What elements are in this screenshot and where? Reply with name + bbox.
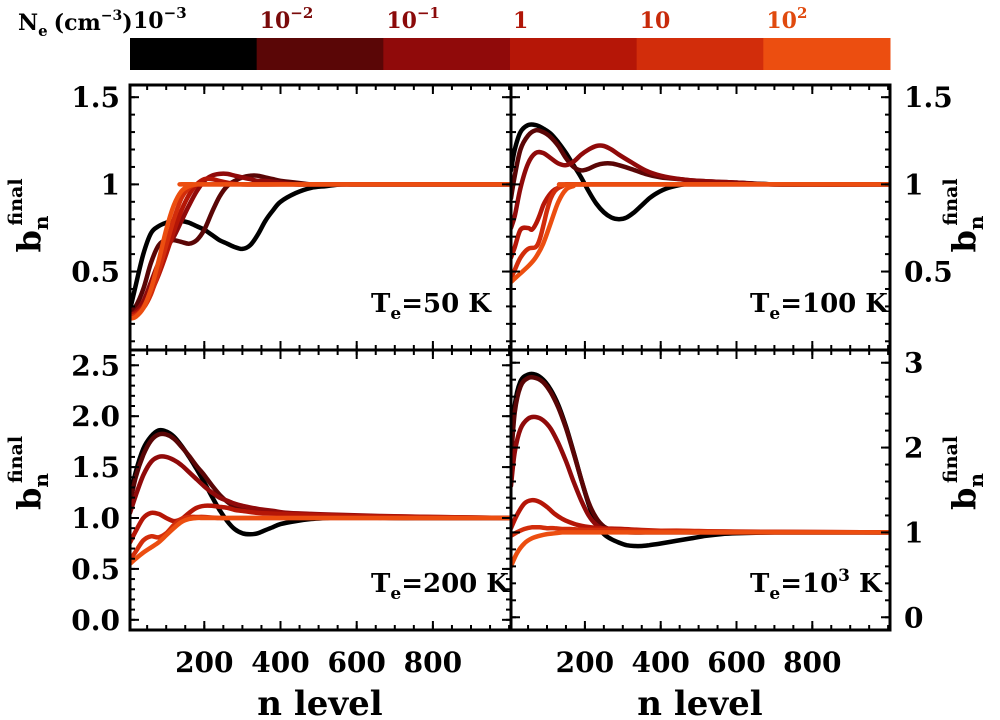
y-tick-label: 1 — [904, 516, 923, 549]
colorbar-label: 10−2 — [260, 4, 314, 34]
colorbar: Ne (cm−3) 10−3 10−2 10−1 1 10 102 — [18, 4, 891, 70]
panel-label: Te=100 K — [750, 289, 889, 324]
panel-bottom-right: 0 1 2 3 200 400 600 800 Te=103 K bnfinal — [509, 347, 988, 679]
plot-frame — [509, 348, 892, 632]
y-tick-label: 2 — [904, 432, 923, 465]
panel-bottom-left: 0.0 0.5 1.0 1.5 2.0 2.5 200 400 600 800 Te=200 K bn… — [5, 348, 513, 679]
series-line-ne-1e-2 — [511, 374, 890, 535]
y-tick-label: 2.5 — [71, 349, 120, 382]
y-axis-label: bnfinal — [5, 178, 53, 252]
x-axis-label-left: n level — [257, 684, 382, 720]
panel-top-left: 0.5 1 1.5 Te=50 K bnfinal — [5, 81, 513, 352]
series-line-ne-1 — [511, 182, 890, 260]
colorbar-swatch — [636, 38, 764, 70]
colorbar-label: 10−3 — [133, 4, 187, 34]
x-tick-label: 800 — [404, 646, 462, 679]
series-line-ne-10 — [511, 182, 890, 281]
colorbar-label: 10−1 — [386, 4, 440, 34]
y-ticks: 0.5 1 1.5 — [71, 81, 511, 343]
y-tick-label: 2.0 — [71, 400, 120, 433]
x-ticks — [527, 85, 890, 350]
series-line-ne-1e-2 — [130, 431, 511, 521]
x-ticks — [146, 85, 511, 350]
y-axis-label: bnfinal — [5, 436, 53, 510]
y-tick-label: 1 — [101, 168, 120, 201]
series-line-ne-1e-3 — [511, 371, 890, 549]
y-ticks: 0.5 1 1.5 — [511, 81, 953, 343]
panel-label: Te=50 K — [371, 289, 492, 324]
y-ticks: 0 1 2 3 — [511, 347, 923, 634]
series-line-ne-10 — [130, 514, 511, 562]
x-tick-label: 600 — [707, 646, 765, 679]
x-tick-label: 600 — [327, 646, 385, 679]
colorbar-swatch — [256, 38, 384, 70]
y-tick-label: 1.5 — [71, 451, 120, 484]
y-tick-label: 1 — [904, 168, 923, 201]
colorbar-label: 102 — [766, 4, 807, 34]
series-line-ne-1e2 — [511, 182, 890, 285]
x-tick-label: 200 — [556, 646, 614, 679]
series-line-ne-1e-1 — [511, 143, 890, 231]
y-tick-label: 1.5 — [71, 81, 120, 114]
x-axis-label-right: n level — [637, 684, 762, 720]
y-tick-label: 0 — [904, 601, 923, 634]
x-ticks: 200 400 600 800 — [527, 350, 890, 679]
colorbar-label: 10 — [640, 8, 671, 34]
series-line-ne-1e-1 — [130, 454, 511, 521]
y-axis-label: bnfinal — [940, 178, 988, 252]
y-tick-label: 3 — [904, 347, 923, 380]
y-axis-label: bnfinal — [940, 436, 988, 510]
panel-top-right: 0.5 1 1.5 Te=100 K bnfinal — [509, 81, 988, 352]
y-tick-label: 0.5 — [904, 256, 953, 289]
series-line-ne-1 — [130, 503, 511, 545]
series-line-ne-1e2 — [130, 515, 511, 567]
y-tick-label: 1.5 — [904, 81, 953, 114]
y-tick-label: 0.0 — [71, 604, 120, 637]
colorbar-swatch — [763, 38, 891, 70]
x-tick-label: 200 — [175, 646, 233, 679]
colorbar-label: 1 — [513, 8, 528, 34]
x-tick-label: 400 — [631, 646, 689, 679]
colorbar-swatch — [383, 38, 511, 70]
y-tick-label: 0.5 — [71, 553, 120, 586]
series-line-ne-1e-3 — [511, 122, 890, 222]
panel-label: Te=200 K — [371, 569, 510, 604]
series-line-ne-1e2 — [511, 530, 890, 569]
y-tick-label: 0.5 — [71, 256, 120, 289]
colorbar-swatch — [510, 38, 638, 70]
x-ticks: 200 400 600 800 — [146, 350, 511, 679]
x-tick-label: 400 — [251, 646, 309, 679]
panel-label: Te=103 K — [750, 566, 883, 604]
series-line-ne-1e2 — [130, 182, 511, 321]
y-tick-label: 1.0 — [71, 502, 120, 535]
y-ticks: 0.0 0.5 1.0 1.5 2.0 2.5 — [71, 349, 511, 637]
x-tick-label: 800 — [783, 646, 841, 679]
colorbar-title: Ne (cm−3) — [18, 8, 133, 40]
colorbar-swatch — [130, 38, 258, 70]
